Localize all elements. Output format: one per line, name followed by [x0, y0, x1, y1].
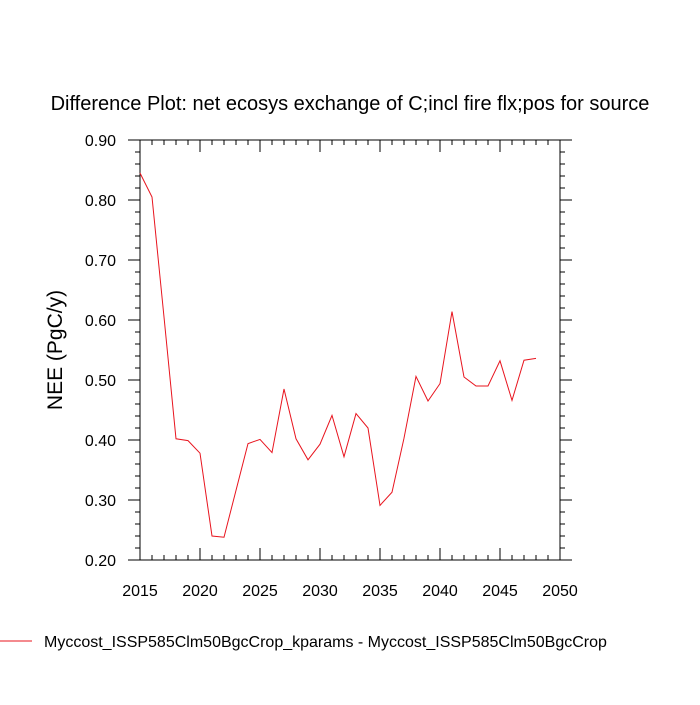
ticks: 2015 2020 2025 2030 2035 2040 2045 2050 0.20 0.30… [85, 133, 578, 600]
legend-entry: Myccost_ISSP585Clm50BgcCrop_kparams - My… [44, 634, 607, 651]
x-tick-label: 2015 [122, 583, 158, 600]
x-tick-label: 2025 [242, 583, 278, 600]
y-axis-label: NEE (PgC/y) [44, 290, 67, 410]
x-tick-label: 2045 [482, 583, 518, 600]
x-tick-label: 2035 [362, 583, 398, 600]
chart-title: Difference Plot: net ecosys exchange of … [51, 93, 650, 115]
y-tick-label: 0.70 [85, 253, 116, 270]
x-tick-label: 2020 [182, 583, 218, 600]
y-tick-label: 0.50 [85, 373, 116, 390]
y-tick-label: 0.90 [85, 133, 116, 150]
series-group [139, 172, 537, 538]
x-tick-label: 2040 [422, 583, 458, 600]
x-tick-label: 2030 [302, 583, 338, 600]
plot-frame [139, 139, 561, 561]
y-tick-label: 0.80 [85, 193, 116, 210]
legend: Myccost_ISSP585Clm50BgcCrop_kparams - My… [0, 634, 607, 651]
y-tick-label: 0.30 [85, 493, 116, 510]
y-tick-label: 0.60 [85, 313, 116, 330]
y-tick-label: 0.20 [85, 553, 116, 570]
series-line [139, 172, 537, 538]
y-tick-label: 0.40 [85, 433, 116, 450]
x-tick-label: 2050 [542, 583, 578, 600]
axes [139, 139, 561, 561]
